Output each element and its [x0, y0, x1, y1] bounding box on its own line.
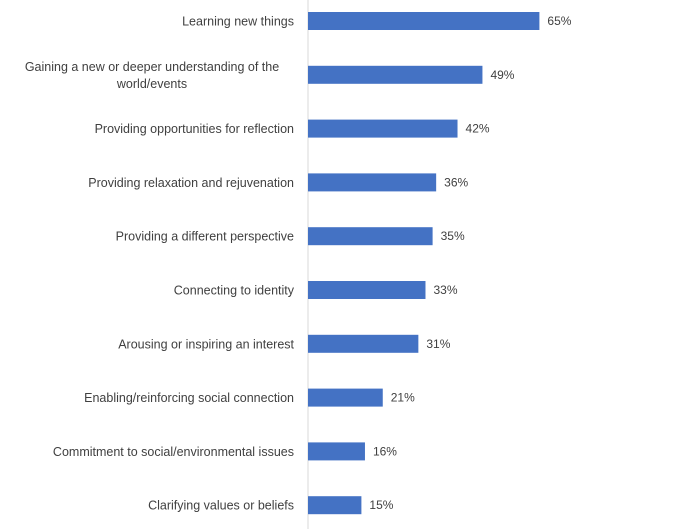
value-label-4: 36% — [444, 175, 468, 189]
category-labels-group: Learning new things Gaining a new or deep… — [25, 15, 295, 513]
category-label-1: Learning new things — [182, 15, 294, 29]
bars-group — [308, 12, 540, 515]
category-label-2: Gaining a new or deeper understanding of… — [25, 60, 279, 91]
category-label-7: Arousing or inspiring an interest — [118, 337, 294, 351]
value-label-9: 16% — [373, 444, 397, 458]
bar-1 — [308, 12, 540, 30]
value-label-10: 15% — [369, 498, 393, 512]
value-label-8: 21% — [391, 391, 415, 405]
value-label-5: 35% — [441, 229, 465, 243]
bar-3 — [308, 119, 458, 138]
bar-5 — [308, 227, 433, 246]
value-label-7: 31% — [426, 337, 450, 351]
value-label-3: 42% — [466, 122, 490, 136]
category-label-10: Clarifying values or beliefs — [148, 499, 294, 513]
category-label-8: Enabling/reinforcing social connection — [84, 391, 294, 405]
bar-9 — [308, 442, 365, 461]
category-label-5: Providing a different perspective — [116, 230, 294, 244]
bar-8 — [308, 388, 383, 407]
bar-4 — [308, 173, 437, 192]
bar-10 — [308, 496, 362, 515]
value-labels-group: 65% 49% 42% 36% 35% 33% 31% 21% 16% 15% — [369, 14, 571, 512]
category-label-6: Connecting to identity — [174, 284, 295, 298]
bar-7 — [308, 334, 419, 353]
category-label-9: Commitment to social/environmental issue… — [53, 445, 294, 459]
value-label-2: 49% — [490, 68, 514, 82]
bar-2 — [308, 65, 483, 84]
category-label-3: Providing opportunities for reflection — [95, 122, 294, 136]
value-label-1: 65% — [547, 14, 571, 28]
bar-6 — [308, 281, 426, 299]
value-label-6: 33% — [433, 283, 457, 297]
category-label-4: Providing relaxation and rejuvenation — [88, 176, 294, 190]
